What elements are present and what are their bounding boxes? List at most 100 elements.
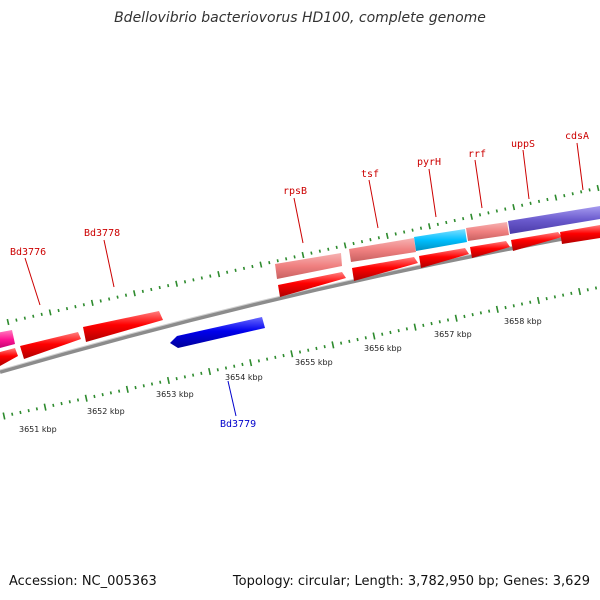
tick-mark xyxy=(82,303,85,307)
tick-mark xyxy=(282,353,285,358)
gene-label-rrf[interactable]: rrf xyxy=(468,149,486,160)
tick-mark xyxy=(578,287,582,296)
tick-mark xyxy=(521,203,524,207)
tick-mark xyxy=(274,355,277,359)
gene-label-bd3778[interactable]: Bd3778 xyxy=(84,228,120,239)
tick-mark xyxy=(266,357,269,361)
gene-label-pyrH[interactable]: pyrH xyxy=(417,157,441,168)
kbp-labels: 3651 kbp 3652 kbp 3653 kbp 3654 kbp 3655… xyxy=(19,317,542,434)
tick-mark xyxy=(200,276,203,280)
tick-mark xyxy=(471,313,474,317)
tick-mark xyxy=(268,261,271,265)
cds-arrow[interactable] xyxy=(83,311,163,342)
tick-mark xyxy=(167,283,170,288)
tick-mark xyxy=(108,297,111,301)
tick-mark xyxy=(90,299,94,306)
tick-mark xyxy=(192,373,195,377)
tick-mark xyxy=(132,290,136,297)
tick-mark xyxy=(419,226,423,230)
tick-mark xyxy=(183,375,186,379)
kbp-label-3651: 3651 kbp xyxy=(19,425,57,434)
tick-mark xyxy=(2,412,6,420)
tick-mark xyxy=(301,251,305,259)
gene-label-tsf[interactable]: tsf xyxy=(361,169,379,180)
purple-feature[interactable] xyxy=(508,206,600,234)
pink-feature[interactable] xyxy=(0,330,15,349)
cds-arrow[interactable] xyxy=(278,272,346,297)
kbp-label-3652: 3652 kbp xyxy=(87,407,125,416)
tick-mark xyxy=(150,382,154,386)
cds-arrow[interactable] xyxy=(352,257,418,281)
tick-mark xyxy=(454,314,458,322)
cds-arrow[interactable] xyxy=(511,232,562,251)
gene-label-bd3776[interactable]: Bd3776 xyxy=(10,247,46,258)
cds-arrow[interactable] xyxy=(560,225,600,244)
tick-mark xyxy=(40,312,43,316)
tick-mark xyxy=(241,362,244,367)
cds-arrow[interactable] xyxy=(0,348,18,366)
tick-mark xyxy=(307,348,310,352)
tick-mark xyxy=(427,223,431,230)
tick-mark xyxy=(57,308,60,313)
tick-mark xyxy=(259,261,263,268)
tick-mark xyxy=(109,391,112,395)
tick-mark xyxy=(134,385,137,390)
gene-label-rpsB[interactable]: rpsB xyxy=(283,186,307,197)
tick-mark xyxy=(545,297,548,301)
tick-mark xyxy=(298,350,302,354)
salmon-feature[interactable] xyxy=(275,253,342,279)
tick-mark xyxy=(310,251,313,255)
tick-mark xyxy=(99,299,102,303)
tick-mark xyxy=(48,309,52,316)
cds-arrow[interactable] xyxy=(20,332,81,359)
tick-mark xyxy=(233,364,236,368)
tick-mark xyxy=(285,257,288,261)
kbp-label-3657: 3657 kbp xyxy=(434,330,472,339)
tick-mark xyxy=(276,259,279,263)
tick-mark xyxy=(446,318,450,322)
tick-mark xyxy=(116,295,119,299)
tick-mark xyxy=(553,295,556,299)
kbp-label-3658: 3658 kbp xyxy=(504,317,542,326)
tick-mark xyxy=(6,318,10,326)
kbp-label-3656: 3656 kbp xyxy=(364,344,402,353)
tick-mark xyxy=(166,376,170,385)
tick-mark xyxy=(495,209,498,213)
tick-mark xyxy=(200,371,203,375)
tick-mark xyxy=(445,220,448,225)
tick-mark xyxy=(372,332,376,340)
tick-mark xyxy=(571,192,574,196)
tick-mark xyxy=(183,280,187,284)
tick-mark xyxy=(251,264,254,269)
tick-mark xyxy=(462,216,465,221)
pyrH-feature[interactable] xyxy=(414,229,467,251)
genome-backbone-shade xyxy=(0,229,600,371)
gene-label-uppS[interactable]: uppS xyxy=(511,139,535,150)
cds-arrow[interactable] xyxy=(419,248,469,268)
tick-mark xyxy=(318,249,321,253)
tick-mark xyxy=(381,332,384,336)
tick-mark xyxy=(142,384,145,388)
gene-label-bd3779[interactable]: Bd3779 xyxy=(220,419,256,430)
kbp-label-3655: 3655 kbp xyxy=(295,358,333,367)
tick-mark xyxy=(348,339,351,343)
gene-label-cdsA[interactable]: cdsA xyxy=(565,131,589,142)
tick-mark xyxy=(580,190,583,194)
tick-mark xyxy=(529,201,532,205)
tick-mark xyxy=(413,323,417,331)
tick-mark xyxy=(512,304,515,308)
tick-mark xyxy=(224,366,228,370)
tick-mark xyxy=(52,403,55,407)
reverse-cds-arrow-bd3779[interactable] xyxy=(170,317,265,348)
salmon-feature[interactable] xyxy=(466,222,509,241)
tick-mark xyxy=(315,346,318,351)
salmon-feature[interactable] xyxy=(349,238,416,262)
tick-mark xyxy=(249,359,253,367)
tick-mark xyxy=(101,393,104,397)
cds-arrow[interactable] xyxy=(470,241,510,258)
tick-mark xyxy=(226,270,229,274)
tick-mark xyxy=(364,336,367,340)
tick-mark xyxy=(369,238,372,242)
tick-mark xyxy=(192,278,195,282)
kbp-label-3654: 3654 kbp xyxy=(225,373,263,382)
